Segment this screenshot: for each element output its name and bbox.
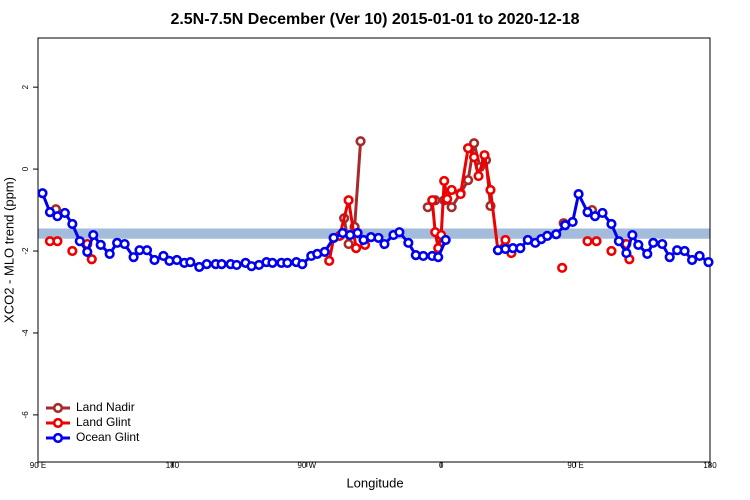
data-point bbox=[104, 248, 115, 259]
x-tick-label: 180 bbox=[703, 461, 717, 470]
x-tick-label: 180 bbox=[166, 461, 180, 470]
data-point bbox=[479, 150, 490, 161]
data-point bbox=[551, 229, 562, 240]
data-point bbox=[500, 234, 511, 246]
data-point bbox=[427, 195, 438, 206]
legend-label: Ocean Glint bbox=[76, 430, 140, 444]
data-point bbox=[703, 256, 714, 268]
data-point bbox=[433, 252, 444, 263]
data-point bbox=[440, 234, 451, 246]
data-point bbox=[328, 232, 339, 244]
y-tick-label: 0 bbox=[21, 166, 30, 171]
y-tick-label: -4 bbox=[21, 329, 30, 337]
data-point bbox=[686, 254, 698, 266]
data-point bbox=[648, 237, 659, 248]
data-point bbox=[88, 229, 99, 241]
data-point bbox=[621, 247, 632, 259]
data-point bbox=[44, 207, 56, 218]
data-point bbox=[282, 257, 293, 269]
legend-marker bbox=[52, 402, 64, 414]
data-point bbox=[185, 256, 196, 268]
data-point bbox=[297, 259, 308, 270]
data-point bbox=[664, 252, 675, 263]
legend-marker bbox=[52, 417, 64, 429]
y-axis-label: XCO2 - MLO trend (ppm) bbox=[1, 177, 16, 323]
data-point bbox=[606, 245, 617, 257]
legend-marker bbox=[52, 432, 64, 444]
data-point bbox=[82, 246, 93, 257]
data-point bbox=[439, 175, 450, 187]
x-tick-label: 90 E bbox=[30, 461, 46, 470]
data-point bbox=[355, 136, 366, 147]
legend-label: Land Nadir bbox=[76, 400, 135, 414]
data-point bbox=[573, 188, 584, 200]
data-point bbox=[515, 243, 526, 254]
data-point bbox=[231, 259, 242, 271]
data-point bbox=[642, 248, 653, 259]
x-tick-label: 90 E bbox=[567, 461, 583, 470]
data-point bbox=[267, 257, 278, 269]
data-point bbox=[343, 238, 354, 250]
data-point bbox=[343, 195, 354, 206]
data-point bbox=[679, 245, 690, 257]
data-point bbox=[74, 236, 85, 247]
data-point bbox=[462, 175, 474, 186]
data-point bbox=[352, 227, 363, 239]
data-point bbox=[582, 236, 593, 247]
data-point bbox=[379, 238, 390, 250]
data-point bbox=[455, 188, 466, 200]
data-point bbox=[67, 218, 78, 230]
data-point bbox=[119, 238, 130, 250]
y-tick-label: 2 bbox=[21, 84, 30, 89]
data-point bbox=[201, 259, 212, 270]
x-axis-label: Longitude bbox=[346, 475, 403, 490]
legend-label: Land Glint bbox=[76, 415, 131, 429]
data-point bbox=[542, 230, 553, 241]
data-point bbox=[694, 250, 705, 262]
data-point bbox=[473, 170, 484, 182]
data-point bbox=[446, 202, 457, 213]
data-point bbox=[149, 254, 160, 266]
data-point bbox=[128, 252, 139, 263]
data-point bbox=[597, 207, 608, 219]
data-point bbox=[418, 250, 429, 262]
data-point bbox=[633, 239, 644, 250]
data-point bbox=[52, 236, 63, 247]
data-point bbox=[442, 193, 453, 205]
data-point bbox=[59, 207, 70, 219]
data-point bbox=[591, 236, 602, 247]
y-tick-label: -2 bbox=[21, 247, 30, 255]
data-point bbox=[67, 245, 78, 257]
data-point bbox=[557, 262, 568, 273]
data-point bbox=[485, 184, 496, 196]
data-point bbox=[37, 188, 48, 199]
data-point bbox=[627, 229, 638, 241]
data-point bbox=[446, 184, 457, 196]
data-point bbox=[350, 243, 362, 254]
data-point bbox=[373, 232, 384, 244]
data-point bbox=[324, 255, 335, 266]
data-point bbox=[403, 237, 414, 248]
data-point bbox=[567, 216, 578, 228]
data-point bbox=[582, 207, 593, 218]
data-point bbox=[657, 238, 668, 250]
data-point bbox=[319, 246, 330, 257]
data-point bbox=[95, 239, 106, 250]
x-tick-label: 90 W bbox=[297, 461, 316, 470]
plot-frame bbox=[37, 37, 711, 463]
data-point bbox=[468, 152, 480, 163]
x-tick-label: 0 bbox=[439, 461, 444, 470]
data-point bbox=[141, 245, 153, 256]
y-tick-label: -6 bbox=[21, 411, 30, 419]
data-point bbox=[462, 143, 474, 154]
chart-title: 2.5N-7.5N December (Ver 10) 2015-01-01 t… bbox=[170, 11, 579, 28]
data-point bbox=[216, 259, 227, 270]
data-point bbox=[86, 254, 97, 265]
data-point bbox=[394, 227, 405, 238]
data-point bbox=[606, 218, 617, 230]
data-point bbox=[613, 236, 625, 247]
